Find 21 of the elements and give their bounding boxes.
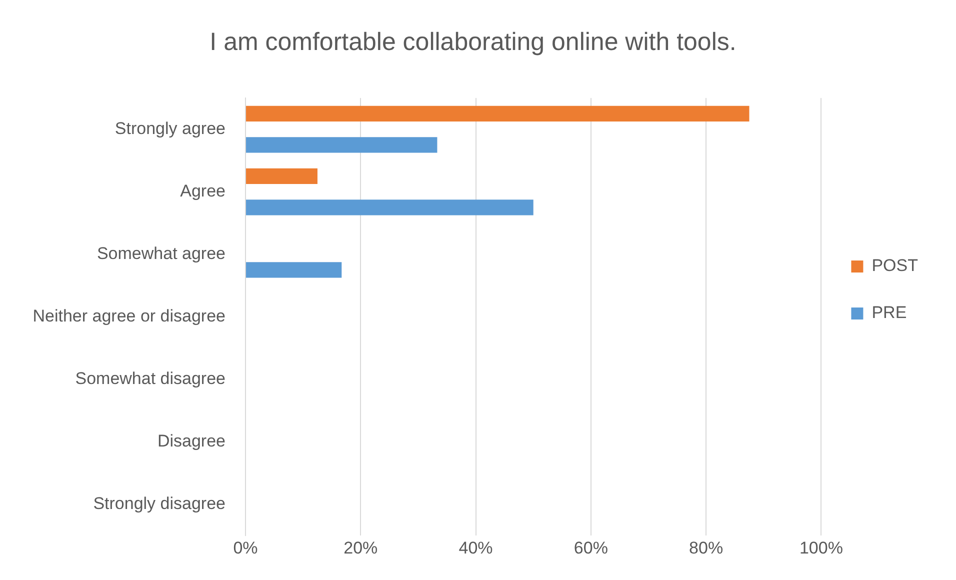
bar [246,200,534,216]
bar [246,106,750,122]
y-tick-label: Somewhat agree [96,244,226,263]
y-tick-label: Agree [180,181,226,200]
bar [246,137,438,153]
y-tick-label: Strongly agree [114,118,226,138]
legend-label: POST [872,256,918,276]
legend-label: PRE [872,303,907,322]
y-tick-label: Disagree [157,432,226,451]
y-tick-label: Strongly disagree [93,494,226,514]
x-tick-label: 40% [458,538,493,558]
bar [246,262,342,278]
y-tick-label: Neither agree or disagree [32,306,226,326]
y-tick-label: Somewhat disagree [75,369,226,388]
x-tick-label: 100% [799,538,843,558]
bar [246,168,318,184]
x-tick-label: 0% [233,538,258,558]
chart-title: I am comfortable collaborating online with tools. [210,28,736,56]
x-tick-label: 20% [344,538,378,558]
x-tick-label: 80% [689,538,724,558]
x-tick-label: 60% [574,538,608,558]
